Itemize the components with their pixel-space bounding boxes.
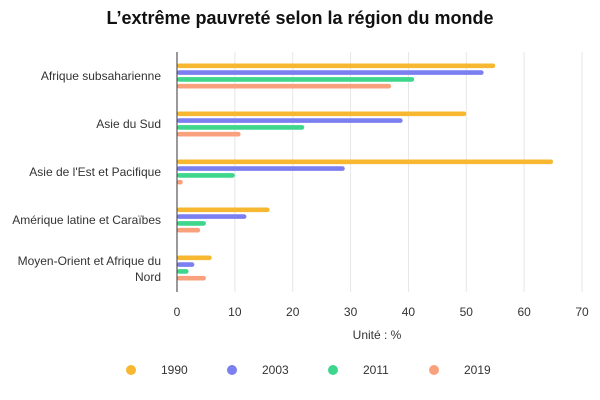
bar-2011-0[interactable] bbox=[177, 77, 415, 82]
bar-2011-1[interactable] bbox=[177, 125, 305, 130]
x-tick-label: 50 bbox=[460, 305, 474, 319]
legend-label-2003[interactable]: 2003 bbox=[262, 363, 289, 377]
legend-label-2011[interactable]: 2011 bbox=[363, 363, 389, 377]
bar-2003-3[interactable] bbox=[177, 214, 247, 219]
category-label: Afrique subsaharienne bbox=[41, 69, 161, 83]
legend-marker-2003[interactable] bbox=[227, 365, 237, 375]
bar-1990-2[interactable] bbox=[177, 159, 554, 165]
x-tick-label: 70 bbox=[575, 305, 589, 319]
bar-1990-3[interactable] bbox=[177, 207, 270, 213]
bar-2011-2[interactable] bbox=[177, 173, 235, 178]
bar-1990-1[interactable] bbox=[177, 111, 467, 117]
bar-2019-4[interactable] bbox=[177, 275, 206, 281]
legend: 1990 2003 2011 2019 bbox=[126, 363, 491, 377]
legend-label-1990[interactable]: 1990 bbox=[161, 363, 188, 377]
x-tick-label: 40 bbox=[402, 305, 416, 319]
x-tick-label: 20 bbox=[286, 305, 300, 319]
bar-2019-2[interactable] bbox=[177, 179, 183, 185]
legend-label-2019[interactable]: 2019 bbox=[464, 363, 491, 377]
bar-2003-2[interactable] bbox=[177, 166, 345, 171]
category-label: Moyen-Orient et Afrique du Nord bbox=[18, 254, 161, 284]
category-label: Amérique latine et Caraïbes bbox=[12, 213, 161, 227]
grid-layer bbox=[234, 52, 583, 292]
category-label: Asie du Sud bbox=[96, 117, 161, 131]
x-tick-label: 10 bbox=[228, 305, 242, 319]
x-tick-label: 30 bbox=[344, 305, 358, 319]
bar-2019-3[interactable] bbox=[177, 227, 201, 233]
x-tick-label: 0 bbox=[174, 305, 181, 319]
bar-2011-4[interactable] bbox=[177, 269, 189, 274]
bar-2003-4[interactable] bbox=[177, 262, 195, 267]
bar-2003-1[interactable] bbox=[177, 118, 403, 123]
bar-2003-0[interactable] bbox=[177, 70, 484, 75]
bars-layer bbox=[177, 63, 554, 281]
bar-1990-0[interactable] bbox=[177, 63, 496, 69]
legend-marker-2011[interactable] bbox=[328, 365, 338, 375]
bar-2019-0[interactable] bbox=[177, 83, 392, 89]
legend-marker-2019[interactable] bbox=[429, 365, 439, 375]
bar-1990-4[interactable] bbox=[177, 255, 212, 261]
chart-title: L’extrême pauvreté selon la région du mo… bbox=[106, 8, 494, 28]
category-label: Asie de l'Est et Pacifique bbox=[29, 165, 161, 179]
x-axis-title: Unité : % bbox=[353, 328, 402, 342]
axis-layer: 0 10 20 30 40 50 60 70 Afrique subsaharienne Asie… bbox=[12, 52, 589, 319]
bar-2019-1[interactable] bbox=[177, 131, 241, 137]
bar-2011-3[interactable] bbox=[177, 221, 206, 226]
legend-marker-1990[interactable] bbox=[126, 365, 136, 375]
x-tick-label: 60 bbox=[517, 305, 531, 319]
